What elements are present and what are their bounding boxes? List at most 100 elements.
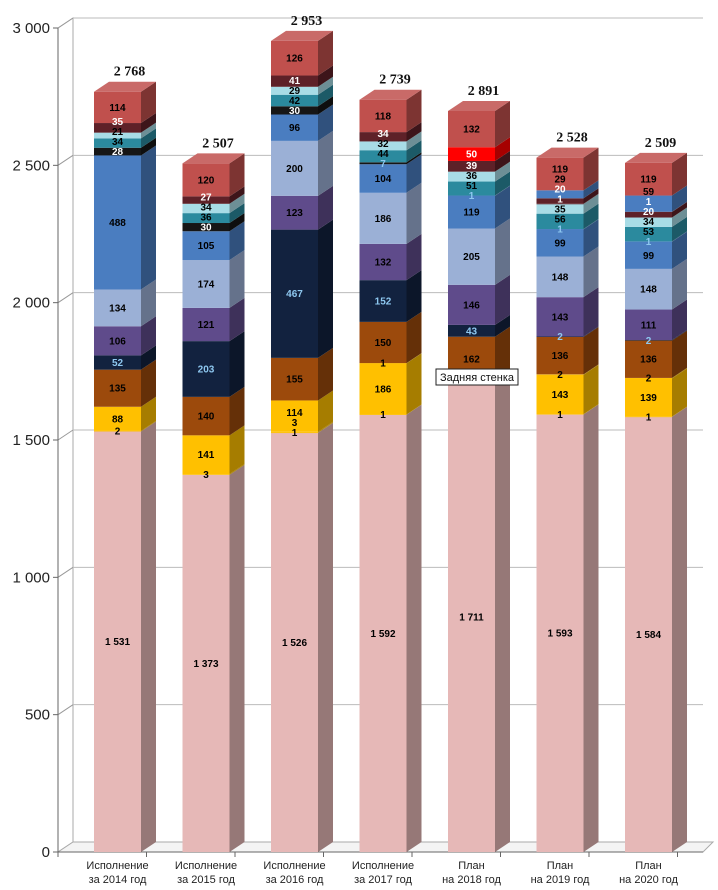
- bar-segment-side: [406, 233, 422, 281]
- segment-value-label: 52: [112, 358, 124, 369]
- y-tick-label: 1 000: [12, 569, 50, 586]
- bar-segment-side: [318, 84, 333, 107]
- bar-segment: [536, 404, 599, 415]
- x-tick-label: Исполнение: [175, 860, 237, 872]
- bar-segment-front: [448, 195, 495, 229]
- bar-segment: [625, 207, 687, 227]
- bar-segment-front: [359, 141, 407, 151]
- bar-segment-front: [359, 162, 407, 165]
- bar-segment: [94, 421, 156, 852]
- segment-value-label: 106: [109, 336, 126, 347]
- bar-segment: [182, 193, 245, 214]
- bar-segment: [536, 364, 599, 415]
- bar-segment: [536, 326, 599, 337]
- bar-segment-side: [229, 297, 245, 342]
- bar-segment-front: [625, 226, 672, 242]
- x-tick-label: на 2020 год: [619, 874, 678, 886]
- bar-segment-front: [448, 181, 495, 196]
- bar-segment-front: [271, 195, 318, 230]
- bar-segment: [359, 353, 422, 364]
- bar-segment-side: [229, 425, 245, 475]
- bar-segment: [359, 270, 422, 322]
- bar-segment-side: [229, 203, 245, 224]
- bar-segment-front: [271, 229, 318, 358]
- bar-segment-front: [448, 284, 495, 325]
- bar-segment-front: [182, 213, 230, 224]
- bar-segment-side: [318, 422, 333, 852]
- bar-segment-side: [141, 316, 156, 356]
- bar-segment-front: [625, 309, 672, 341]
- bar-segment: [271, 104, 333, 141]
- x-tick-label: План: [547, 860, 574, 872]
- bar-segment-front: [536, 204, 584, 214]
- bar-segment: [182, 297, 245, 342]
- bar-segment: [182, 386, 245, 436]
- bar: [271, 30, 333, 852]
- bar-segment-side: [318, 219, 333, 358]
- bar-segment: [359, 233, 422, 281]
- bar-segment-side: [583, 246, 599, 298]
- segment-value-label: 140: [198, 412, 215, 423]
- bar-segment: [94, 145, 156, 290]
- segment-value-label: 119: [463, 208, 480, 219]
- bar-segment-side: [583, 404, 599, 852]
- bar-segment: [271, 96, 333, 115]
- segment-value-label: 1: [646, 237, 652, 248]
- bar-segment: [625, 330, 687, 341]
- segment-value-label: 51: [466, 181, 478, 192]
- bar-segment-side: [495, 326, 510, 382]
- bar-segment: [625, 152, 687, 196]
- bar-segment-side: [495, 274, 510, 325]
- bar-segment: [182, 464, 245, 852]
- segment-value-label: 29: [289, 86, 301, 97]
- bar-segment-side: [583, 147, 599, 191]
- bar-segment-front: [359, 414, 407, 415]
- bar-segment-front: [625, 195, 672, 212]
- bar-segment-side: [672, 231, 687, 242]
- segment-value-label: 20: [643, 207, 655, 218]
- bar-segment-side: [141, 345, 156, 370]
- segment-value-label: 1: [557, 410, 563, 421]
- bar-segment: [448, 185, 510, 229]
- bar-segment-front: [448, 171, 495, 182]
- bar-total-label: 2 509: [645, 136, 677, 151]
- bar-segment-front: [359, 99, 407, 133]
- bar-segment-front: [182, 196, 230, 204]
- bar-segment: [359, 311, 422, 364]
- segment-value-label: 1: [380, 359, 386, 370]
- bar-segment-front: [271, 75, 318, 87]
- bar-segment-side: [583, 219, 599, 257]
- segment-value-label: 42: [289, 96, 301, 107]
- segment-value-label: 88: [112, 414, 124, 425]
- x-tick-label: План: [635, 860, 662, 872]
- bar-segment-front: [182, 396, 230, 436]
- bar-segment: [536, 188, 599, 204]
- segment-value-label: 3: [203, 470, 209, 481]
- segment-value-label: 126: [286, 54, 303, 65]
- x-tick-label: за 2015 год: [177, 874, 235, 886]
- segment-value-label: 467: [286, 289, 303, 300]
- bar-segment: [359, 89, 422, 133]
- bar-segment-side: [318, 65, 333, 87]
- bar-segment-side: [672, 207, 687, 227]
- bar-segment-front: [625, 241, 672, 269]
- bar-segment-front: [625, 416, 672, 852]
- bar-segment: [625, 231, 687, 269]
- bar-segment-side: [141, 113, 156, 133]
- y-tick-label: 0: [42, 844, 50, 861]
- x-tick-label: за 2016 год: [266, 874, 324, 886]
- bar-segment-front: [359, 192, 407, 244]
- bar-segment-front: [448, 110, 495, 148]
- bar-segment-side: [583, 193, 599, 205]
- bar-segment-front: [536, 297, 584, 337]
- segment-value-label: 29: [554, 174, 566, 185]
- bar-segment-side: [406, 404, 422, 415]
- bar-segment-front: [182, 435, 230, 475]
- bar-segment: [94, 316, 156, 356]
- bar-segment-front: [625, 378, 672, 417]
- segment-value-label: 1: [646, 197, 652, 208]
- bar: [625, 152, 687, 852]
- bar-segment: [94, 396, 156, 431]
- segment-value-label: 186: [375, 384, 392, 395]
- segment-value-label: 35: [554, 204, 566, 215]
